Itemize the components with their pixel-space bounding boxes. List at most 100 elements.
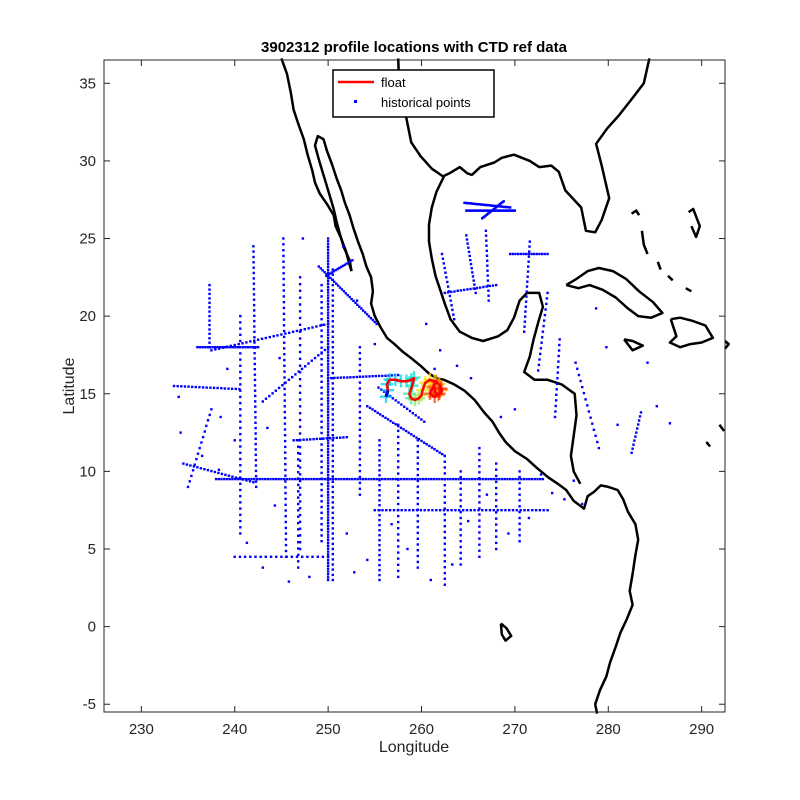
historical-point bbox=[326, 325, 330, 328]
historical-point bbox=[298, 296, 302, 299]
historical-point bbox=[358, 487, 362, 490]
historical-point bbox=[189, 464, 192, 467]
historical-point bbox=[264, 397, 268, 400]
historical-point bbox=[435, 449, 439, 453]
historical-point bbox=[469, 202, 473, 205]
historical-point bbox=[261, 400, 264, 403]
historical-point bbox=[252, 287, 256, 291]
historical-point bbox=[342, 376, 346, 379]
historical-point bbox=[331, 403, 334, 406]
historical-point bbox=[320, 329, 323, 332]
historical-point bbox=[469, 509, 472, 512]
historical-point bbox=[383, 477, 387, 481]
historical-point bbox=[297, 541, 300, 544]
historical-point bbox=[416, 520, 419, 523]
historical-point bbox=[474, 291, 477, 295]
historical-point bbox=[378, 543, 381, 547]
historical-point bbox=[353, 477, 357, 481]
historical-point bbox=[210, 349, 213, 352]
historical-point bbox=[326, 442, 330, 445]
historical-point bbox=[440, 477, 444, 481]
historical-point bbox=[371, 375, 374, 378]
historical-point bbox=[326, 433, 330, 437]
historical-point bbox=[397, 539, 400, 542]
historical-point bbox=[459, 499, 462, 502]
historical-point bbox=[495, 477, 498, 481]
historical-point bbox=[438, 451, 441, 454]
historical-point bbox=[443, 530, 446, 534]
historical-point bbox=[518, 493, 521, 496]
historical-point bbox=[336, 267, 339, 271]
historical-point bbox=[459, 551, 462, 555]
historical-point bbox=[331, 537, 334, 540]
historical-point bbox=[345, 532, 348, 535]
historical-point bbox=[253, 319, 256, 323]
historical-point bbox=[326, 490, 330, 494]
historical-point bbox=[375, 477, 378, 481]
historical-point bbox=[393, 374, 397, 377]
historical-point bbox=[326, 314, 330, 317]
historical-point bbox=[526, 270, 530, 273]
historical-point bbox=[269, 477, 272, 481]
historical-point bbox=[443, 472, 446, 475]
historical-point bbox=[440, 252, 444, 256]
historical-point bbox=[586, 404, 589, 407]
historical-point bbox=[260, 337, 264, 340]
historical-point bbox=[412, 434, 415, 438]
historical-point bbox=[298, 418, 302, 422]
historical-point bbox=[298, 425, 302, 428]
historical-point bbox=[391, 477, 395, 481]
historical-point bbox=[577, 373, 581, 377]
historical-point bbox=[526, 275, 529, 278]
historical-point bbox=[320, 483, 323, 486]
historical-point bbox=[377, 509, 380, 512]
historical-point bbox=[378, 477, 381, 481]
historical-point bbox=[492, 509, 495, 512]
historical-point bbox=[416, 468, 419, 471]
historical-point bbox=[239, 383, 242, 386]
historical-point bbox=[310, 477, 313, 481]
historical-point bbox=[443, 484, 446, 487]
historical-point bbox=[443, 536, 446, 539]
historical-point bbox=[480, 203, 483, 206]
historical-point bbox=[443, 577, 446, 580]
historical-point bbox=[191, 385, 194, 389]
historical-point bbox=[331, 299, 334, 302]
historical-point bbox=[443, 507, 446, 510]
historical-point bbox=[518, 510, 521, 514]
historical-point bbox=[331, 294, 334, 297]
historical-point bbox=[397, 557, 400, 560]
historical-point bbox=[326, 504, 330, 508]
historical-point bbox=[297, 509, 300, 512]
historical-point bbox=[268, 394, 271, 398]
historical-point bbox=[192, 465, 196, 468]
historical-point bbox=[416, 444, 419, 448]
historical-point bbox=[326, 359, 330, 363]
historical-point bbox=[326, 570, 330, 573]
historical-point bbox=[478, 513, 481, 516]
historical-point bbox=[423, 441, 426, 444]
historical-point bbox=[299, 328, 303, 332]
historical-point bbox=[400, 509, 403, 512]
historical-point bbox=[326, 379, 330, 383]
historical-point bbox=[410, 433, 413, 436]
historical-point bbox=[320, 454, 323, 458]
historical-point bbox=[331, 351, 334, 354]
historical-point bbox=[466, 209, 469, 212]
historical-point bbox=[462, 509, 465, 512]
historical-point bbox=[233, 439, 236, 442]
historical-point bbox=[326, 294, 330, 297]
historical-point bbox=[397, 448, 400, 451]
historical-point bbox=[358, 440, 362, 443]
historical-point bbox=[523, 509, 526, 512]
historical-point bbox=[336, 376, 339, 379]
historical-point bbox=[495, 523, 498, 526]
historical-point bbox=[252, 293, 256, 296]
historical-point bbox=[459, 534, 462, 537]
historical-point bbox=[326, 578, 330, 582]
historical-point bbox=[368, 375, 371, 378]
historical-point bbox=[302, 477, 305, 481]
historical-point bbox=[282, 283, 285, 286]
historical-point bbox=[423, 420, 426, 423]
